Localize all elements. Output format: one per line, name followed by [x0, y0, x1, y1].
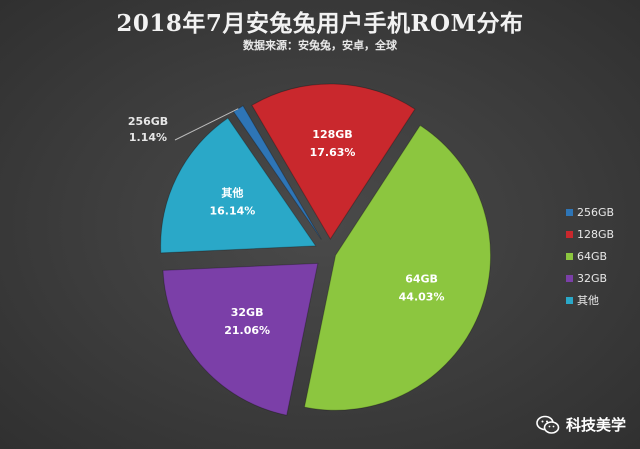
legend-label-0: 256GB — [577, 206, 615, 219]
legend-swatch-2 — [566, 253, 573, 260]
pie-slice-2 — [303, 124, 492, 411]
legend-swatch-3 — [566, 275, 573, 282]
legend-swatch-1 — [566, 231, 573, 238]
legend-item-1: 128GB — [566, 228, 636, 242]
slice-value-label-4: 16.14% — [209, 204, 255, 217]
slice-name-label-4: 其他 — [221, 185, 243, 199]
legend-label-4: 其他 — [577, 294, 599, 307]
pie-slice-0 — [232, 105, 322, 240]
legend-item-2: 64GB — [566, 250, 636, 264]
slice-value-label-3: 21.06% — [224, 324, 270, 337]
slice-value-label-1: 17.63% — [310, 146, 356, 159]
watermark-text: 科技美学 — [565, 416, 626, 434]
wechat-icon — [536, 415, 560, 434]
legend-swatch-0 — [566, 209, 573, 216]
slice-name-label-2: 64GB — [405, 273, 438, 286]
legend-label-2: 64GB — [577, 250, 608, 263]
chart-subtitle: 数据来源：安兔兔，安卓，全球 — [243, 39, 397, 52]
slice-value-label-0: 1.14% — [129, 131, 167, 144]
slice-name-label-0: 256GB — [128, 115, 168, 128]
legend-item-4: 其他 — [566, 294, 636, 308]
legend-swatch-4 — [566, 297, 573, 304]
watermark: 科技美学 — [536, 414, 626, 435]
slice-value-label-2: 44.03% — [399, 291, 445, 304]
pie-slice-1 — [251, 83, 416, 240]
legend-label-3: 32GB — [577, 272, 608, 285]
legend-item-3: 32GB — [566, 272, 636, 286]
pie-slice-3 — [162, 262, 319, 416]
legend-item-0: 256GB — [566, 206, 636, 220]
legend: 256GB 128GB 64GB 32GB 其他 — [566, 206, 636, 316]
slice-name-label-3: 32GB — [231, 306, 264, 319]
slice-name-label-1: 128GB — [312, 128, 352, 141]
legend-label-1: 128GB — [577, 228, 615, 241]
leader-line-0 — [174, 108, 239, 141]
chart-title: 2018年7月安兔兔用户手机ROM分布 — [116, 10, 524, 37]
pie-slice-4 — [160, 117, 317, 254]
